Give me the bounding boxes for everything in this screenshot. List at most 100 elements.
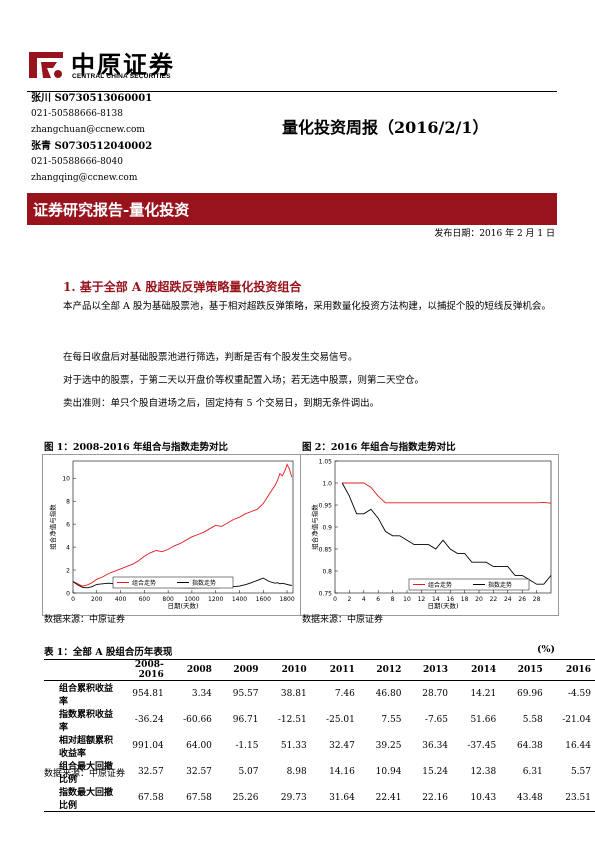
x-tick-label: 12 [418,596,426,603]
table-cell: 69.96 [517,689,543,699]
x-tick-label: 800 [162,596,174,603]
x-tick-label: 1600 [256,596,271,603]
table-cell: 51.66 [470,715,497,725]
analyst-1-email: zhangchuan@ccnew.com [31,125,145,135]
series-line-1 [72,463,293,587]
publish-date: 发布日期：2016 年 2 月 1 日 [434,229,555,239]
table-row: 指数最大回撤比例 67.58 67.58 25.26 29.73 31.64 22.41 22… [44,785,595,812]
table-cell: 43.48 [500,785,547,812]
table-cell: 7.46 [334,689,355,699]
y-tick-label: 2 [66,568,70,575]
section-title: 1. 基于全部 A 股超跌反弹策略量化投资组合 [63,280,302,294]
column-header-8: 2014 [452,659,501,681]
row-label: 相对超额累积收益率 [59,736,114,759]
column-header-2: 2008 [167,659,216,681]
x-tick-label: 8 [391,596,395,603]
table-cell: 5.57 [570,767,591,777]
table-cell: 39.25 [375,741,402,751]
table-cell: 16.44 [565,741,591,751]
table-cell: 8.98 [286,767,307,777]
analyst-2-name: 张青 S0730512040002 [31,141,153,152]
table-cell: 64.00 [186,741,212,751]
analyst-2-email: zhangqing@ccnew.com [31,173,138,183]
table-cell: 954.81 [132,689,164,699]
series-line-2 [341,482,552,585]
analyst-2: 张青 S0730512040002 021-50588666-8040 zhan… [31,140,152,185]
table-row: 组合最大回撤比例 32.57 32.57 5.07 8.98 14.16 10.94 15.2… [44,759,595,785]
table-cell: -25.01 [326,715,355,725]
table-cell: 38.81 [280,689,307,699]
table-cell: 15.24 [422,767,449,777]
paragraph-1: 本产品以全部 A 股为基础股票池，基于相对超跌反弹策略，采用数量化投资方法构建，… [63,301,551,312]
table-cell: 23.51 [546,785,595,812]
table-cell: 32.47 [329,741,355,751]
x-tick-label: 18 [461,596,469,603]
x-tick-label: 1800 [279,596,294,603]
logo-text-cn: 中原证券 [71,51,175,79]
legend-label-1: 组合走势 [132,579,156,587]
y-axis-label: 组合净值与指数 [48,504,57,550]
x-tick-label: 200 [91,596,103,603]
table-cell: 22.16 [405,785,453,812]
table-cell: -60.66 [183,715,212,725]
table-row: 相对超额累积收益率 991.04 64.00 -1.15 51.33 32.47 39.25… [44,733,595,759]
y-tick-label: 0.85 [319,547,333,554]
x-tick-label: 1000 [184,596,199,603]
y-tick-label: 0.95 [319,503,333,510]
y-axis-label: 组合净值与指数 [310,504,319,550]
table-cell: 67.58 [118,785,168,812]
company-logo-icon [29,52,63,78]
table-row: 指数累积收益率 -36.24 -60.66 96.71 -12.51 -25.01 7.55… [44,707,595,733]
x-tick-label: 6 [376,596,380,603]
y-tick-label: 10 [62,476,70,483]
legend-label-1: 组合走势 [428,581,452,589]
column-header-3: 2009 [215,659,263,681]
table-row: 组合累积收益率 954.81 3.34 95.57 38.81 7.46 46.80 28.7… [44,681,595,707]
column-header-1: 2008-2016 [118,659,168,681]
table-cell: 51.33 [280,741,307,751]
analyst-1-phone: 021-50588666-8138 [31,109,123,119]
analyst-1: 张川 S0730513060001 021-50588666-8138 zhan… [31,92,152,137]
x-tick-label: 1200 [208,596,223,603]
figure-2-frame: 0.75 0.8 0.85 0.9 0.95 1.0 1.05 0 2 4 6 8 10 12 14 16 18… [300,454,559,616]
performance-table: 2008-2016 2008 2009 2010 2011 2012 2013 2014 201… [44,659,595,812]
column-header-4: 2010 [262,659,311,681]
table-cell: 25.26 [215,785,263,812]
y-tick-label: 1.05 [319,459,333,466]
table-cell: 3.34 [191,689,212,699]
legend-box [112,576,234,589]
y-tick-label: 0.75 [319,591,333,598]
table-cell: 31.64 [310,785,359,812]
paragraph-2: 在每日收盘后对基础股票池进行筛选，判断是否有个股发生交易信号。 [63,352,358,363]
x-tick-label: 28 [533,596,541,603]
figure-1-source: 数据来源：中原证券 [44,615,126,625]
column-header-6: 2012 [358,659,406,681]
x-tick-label: 14 [432,596,440,603]
y-tick-label: 6 [66,522,70,529]
table-cell: 36.34 [422,741,449,751]
analyst-1-name: 张川 S0730513060001 [31,93,153,104]
figure-1-title: 图 1：2008-2016 年组合与指数走势对比 [44,442,229,453]
paragraph-3: 对于选中的股票，于第二天以开盘价等权重配置入场；若无选中股票，则第二天空仓。 [63,375,425,386]
table-cell: 96.71 [232,715,259,725]
table-cell: -36.24 [134,715,164,725]
table-cell: -37.45 [467,741,497,751]
table-1-title: 表 1：全部 A 股组合历年表现 [44,647,173,658]
column-header-10: 2016 [546,659,595,681]
figure-2-source: 数据来源：中原证券 [302,615,384,625]
y-tick-label: 8 [66,499,70,506]
figure-2-chart: 0.750.80.850.90.951.01.050 2 4 6 8 10 12 14 16 18… [310,459,552,610]
figure-1-chart: 0 2 4 6 8 10 0 200 400 600 800 1000 1200 1400 1600 1800… [48,460,295,610]
table-cell: 5.58 [522,715,543,725]
plot-area [72,460,294,594]
row-label: 组合累积收益率 [59,684,114,707]
report-type-banner [27,193,557,225]
table-header-blank [44,659,119,681]
x-tick-label: 2 [347,596,351,603]
x-tick-label: 26 [518,596,526,603]
series-line-1 [342,482,552,504]
column-header-7: 2013 [405,659,453,681]
table-cell: 95.57 [232,689,259,699]
row-label: 指数最大回撤比例 [44,785,119,812]
legend-box [408,578,530,591]
